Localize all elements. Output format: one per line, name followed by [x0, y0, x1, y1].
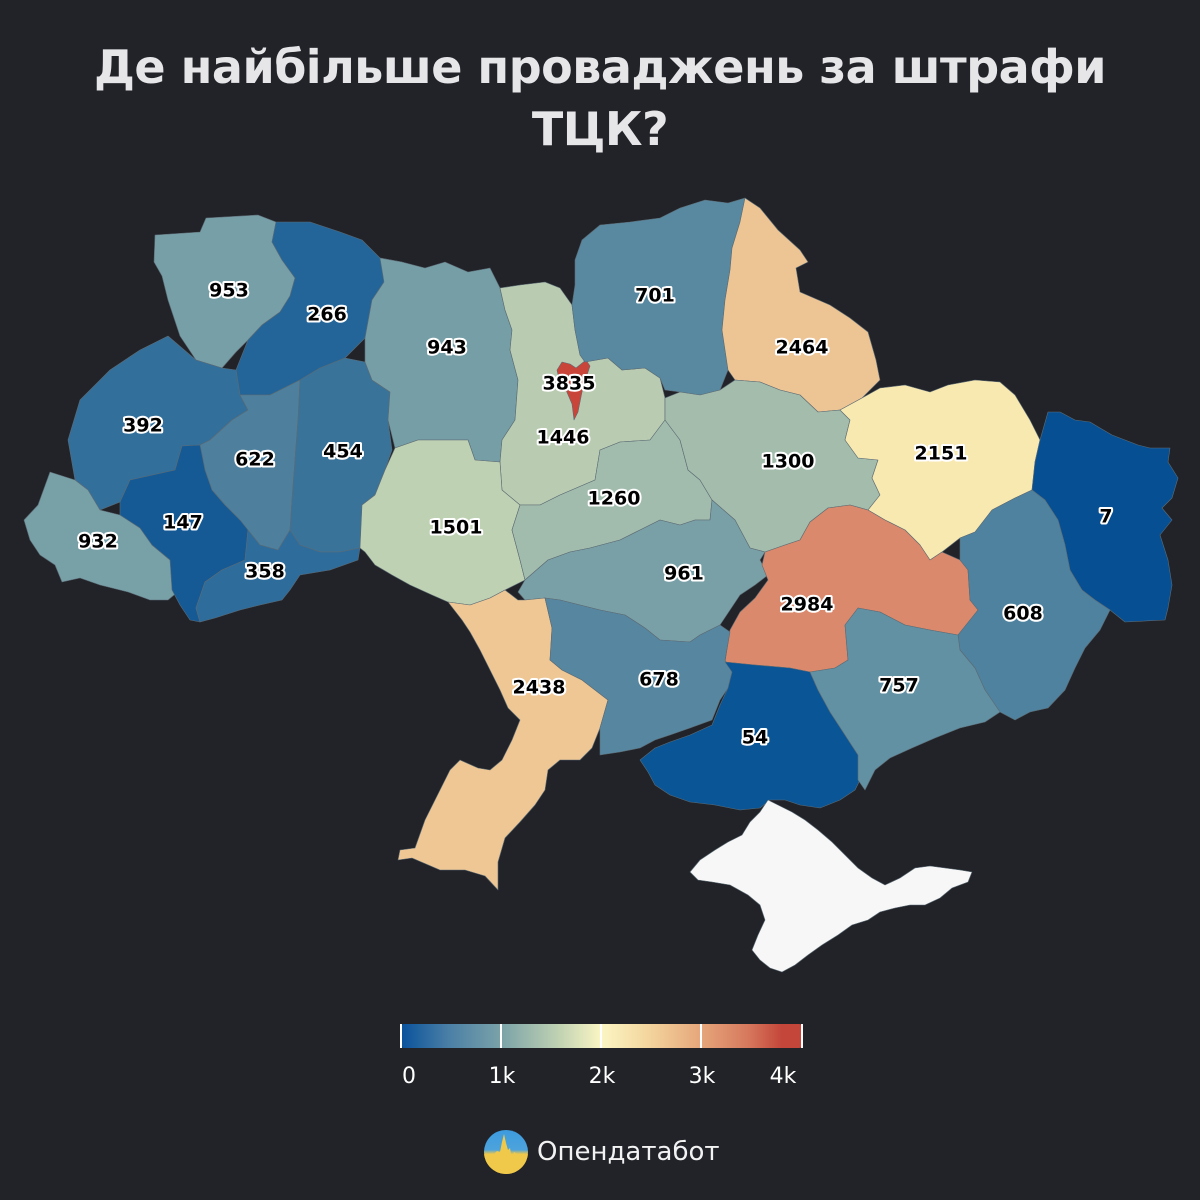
region-zakarpattia[interactable]: [23, 471, 181, 601]
legend-tick-3k: [700, 1024, 702, 1048]
label-lviv: 392: [123, 415, 163, 437]
label-khmelnytskyi: 454: [323, 441, 363, 463]
legend-tick-0: [400, 1024, 402, 1048]
legend-label-3k: 3k: [688, 1064, 716, 1089]
label-kharkiv: 2151: [915, 443, 968, 465]
label-chernihiv: 701: [635, 285, 675, 307]
brand-name: Опендатабот: [537, 1137, 720, 1167]
label-volyn: 953: [209, 280, 249, 302]
legend-tick-labels: 0 1k 2k 3k 4k: [380, 1064, 820, 1094]
label-kherson: 54: [742, 727, 768, 749]
region-donetsk[interactable]: [957, 489, 1111, 721]
legend-tick-2k: [600, 1024, 602, 1048]
region-chernivtsi[interactable]: [195, 529, 361, 623]
label-rivne: 266: [307, 304, 347, 326]
label-ivano-frankivsk: 147: [163, 512, 203, 534]
title-line-2: ТЦК?: [531, 102, 669, 156]
label-kyiv-city: 3835: [543, 373, 596, 395]
legend-tick-1k: [500, 1024, 502, 1048]
page-title: Де найбільше проваджень за штрафи ТЦК?: [0, 36, 1200, 160]
title-line-1: Де найбільше проваджень за штрафи: [93, 40, 1107, 94]
label-zhytomyr: 943: [427, 337, 467, 359]
legend-label-2k: 2k: [588, 1064, 616, 1089]
label-mykolaiv: 678: [639, 669, 679, 691]
region-mykolaiv[interactable]: [544, 597, 733, 756]
region-sumy[interactable]: [721, 197, 881, 413]
legend-label-4k: 4k: [769, 1064, 797, 1089]
label-ternopil: 622: [235, 449, 275, 471]
region-crimea: [689, 799, 973, 973]
label-dnipropetrovsk: 2984: [781, 594, 834, 616]
label-zakarpattia: 932: [78, 531, 118, 553]
label-cherkasy: 1260: [588, 488, 641, 510]
label-poltava: 1300: [762, 451, 815, 473]
label-luhansk: 7: [1099, 506, 1112, 528]
legend-label-0: 0: [402, 1064, 416, 1089]
legend-tick-4k: [801, 1024, 803, 1048]
color-scale-legend: [400, 1024, 803, 1048]
label-odesa: 2438: [513, 677, 566, 699]
label-kyiv-oblast: 1446: [537, 427, 590, 449]
opendatabot-logo-icon: [484, 1130, 528, 1174]
label-zaporizhzhia: 757: [879, 675, 919, 697]
label-vinnytsia: 1501: [430, 517, 483, 539]
brand-footer: Опендатабот: [484, 1130, 720, 1174]
region-zaporizhzhia[interactable]: [809, 607, 1001, 791]
label-kirovohrad: 961: [664, 563, 704, 585]
region-kyiv-city[interactable]: [556, 359, 591, 421]
legend-label-1k: 1k: [488, 1064, 516, 1089]
label-donetsk: 608: [1003, 603, 1043, 625]
label-sumy: 2464: [776, 337, 829, 359]
label-chernivtsi: 358: [245, 561, 285, 583]
